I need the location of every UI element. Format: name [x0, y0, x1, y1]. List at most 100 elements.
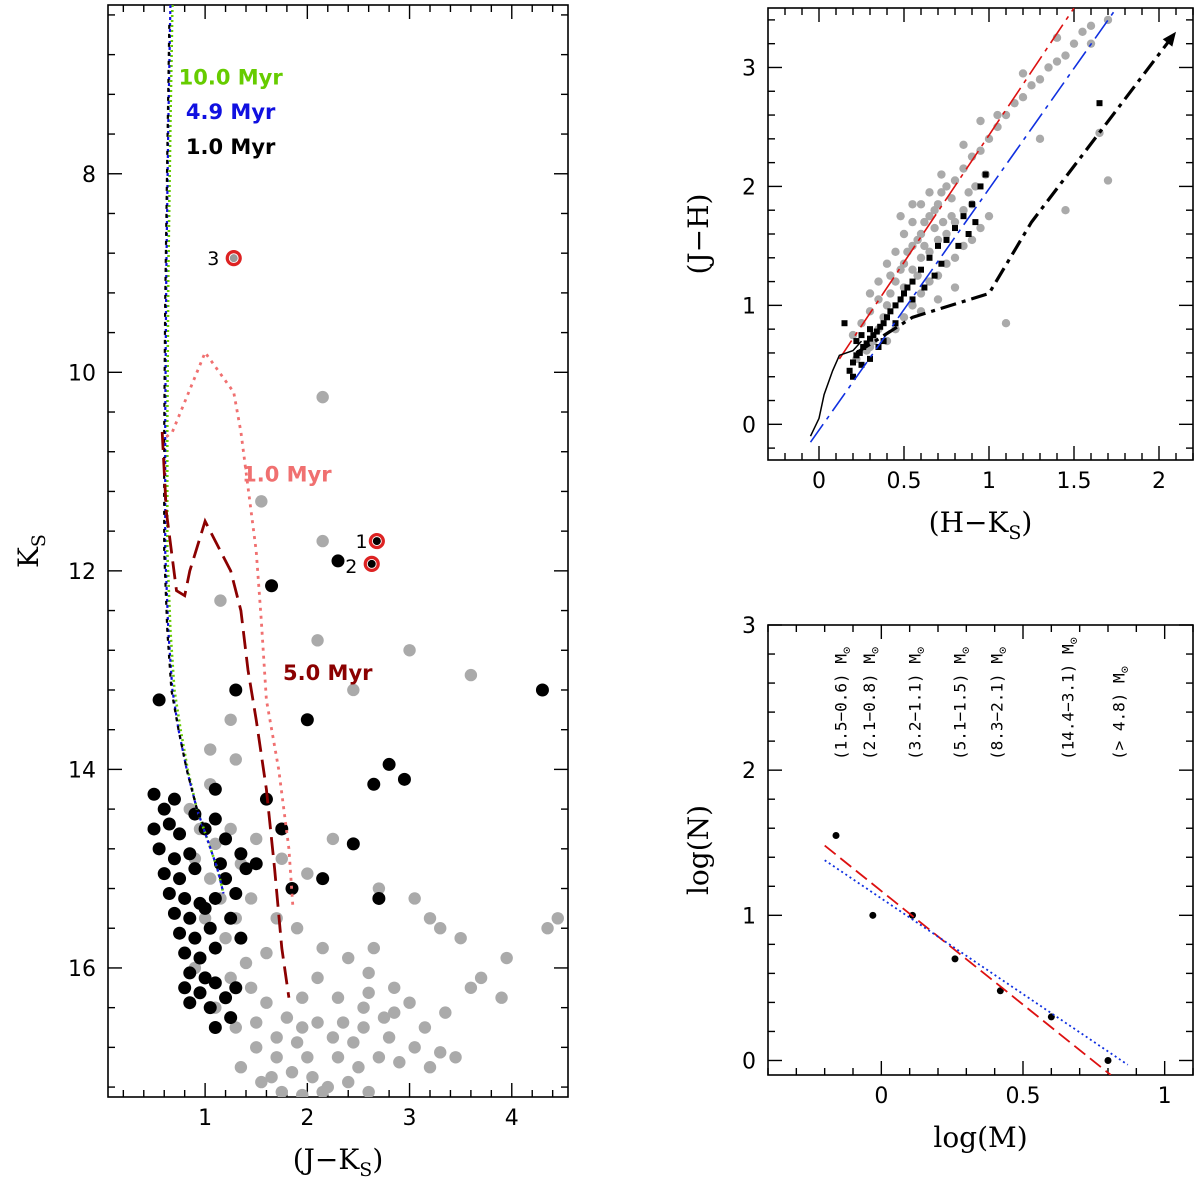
data-point-gray: [311, 1016, 324, 1029]
data-point-square: [972, 219, 979, 226]
data-point-gray: [1035, 75, 1045, 84]
data-point-black: [249, 857, 263, 871]
data-point-gray: [899, 313, 909, 322]
x-axis-label-sub: S: [359, 1159, 372, 1181]
data-point-gray: [204, 743, 217, 756]
data-point-gray: [551, 912, 564, 925]
data-point-gray: [882, 301, 892, 310]
x-tick-label: 3: [403, 1106, 417, 1131]
solar-symbol: ⊙: [959, 647, 973, 654]
data-point-black: [535, 683, 549, 697]
data-point-black: [219, 832, 233, 846]
y-tick-label: 8: [82, 163, 96, 188]
data-point-gray: [408, 1041, 421, 1054]
data-point-gray: [899, 259, 909, 268]
data-point-gray: [224, 713, 237, 726]
data-point-gray: [342, 951, 355, 965]
solar-symbol: ⊙: [868, 647, 882, 654]
data-point-black: [157, 867, 171, 881]
data-point-gray: [916, 229, 926, 239]
data-point-gray: [301, 867, 314, 880]
data-point-gray: [296, 991, 309, 1004]
data-point-gray: [352, 1061, 365, 1074]
data-point-gray: [1001, 110, 1011, 120]
data-point-gray: [933, 235, 943, 245]
data-point-black: [208, 976, 222, 990]
data-point-gray: [372, 1051, 386, 1064]
isochrone-label: 10.0 Myr: [179, 65, 284, 89]
data-point-gray: [865, 289, 875, 298]
data-point-gray: [857, 319, 866, 328]
data-point-gray: [933, 295, 943, 304]
data-point-square: [867, 335, 873, 342]
data-point-mass-bin: [869, 911, 877, 919]
plot-area: [809, 8, 1178, 443]
x-tick-label: 1: [198, 1106, 212, 1131]
data-point-gray: [993, 110, 1002, 120]
data-point-gray: [950, 253, 960, 262]
data-point-black: [183, 847, 197, 861]
data-point-gray: [434, 1046, 447, 1059]
x-tick-label: 0.5: [887, 469, 922, 494]
data-point-gray: [916, 253, 926, 262]
data-point-black: [183, 996, 197, 1010]
data-point-black: [173, 872, 187, 886]
data-point-black: [224, 1011, 238, 1025]
data-point-gray: [930, 223, 939, 233]
isochrone-label: 4.9 Myr: [186, 100, 276, 124]
data-point-gray: [976, 116, 985, 126]
data-point-gray: [296, 1088, 309, 1097]
data-point-black: [208, 941, 222, 955]
marked-star-core: [229, 254, 238, 263]
data-point-gray: [347, 683, 360, 697]
data-point-black: [188, 862, 202, 876]
data-point-black: [219, 991, 233, 1005]
data-point-black: [152, 693, 166, 707]
data-point-square: [960, 213, 967, 220]
data-point-gray: [976, 146, 985, 155]
data-point-black: [193, 896, 207, 910]
data-point-gray: [1027, 81, 1036, 90]
reddening-arrowhead: [1162, 31, 1176, 47]
data-point-black: [239, 862, 253, 876]
data-point-square: [856, 349, 863, 356]
y-tick-label: 0: [742, 1049, 756, 1074]
data-point-gray: [250, 1016, 263, 1029]
data-point-black: [234, 847, 248, 861]
x-tick-label: 1: [1158, 1084, 1172, 1109]
data-point-gray: [1078, 27, 1087, 36]
data-point-square: [880, 338, 887, 345]
data-point-gray: [275, 1085, 288, 1097]
data-point-gray: [1044, 63, 1053, 72]
mass-bin-label: (8.3−2.1) M⊙: [988, 647, 1010, 760]
data-point-gray: [265, 1070, 278, 1084]
data-point-gray: [1018, 69, 1028, 78]
data-point-gray: [362, 986, 375, 999]
reddening-blue-line: [809, 8, 1118, 443]
x-tick-label: 2: [1152, 469, 1166, 494]
data-point-gray: [316, 1085, 329, 1097]
isochrone-label: 5.0 Myr: [283, 661, 373, 685]
data-point-gray: [913, 271, 922, 280]
data-point-black: [178, 981, 192, 995]
data-point-gray: [908, 241, 917, 251]
isochrone-label: 1.0 Myr: [242, 463, 332, 487]
ctts-locus-line: [855, 30, 1178, 355]
data-point-gray: [214, 594, 227, 607]
x-tick-label: 1.5: [1057, 469, 1092, 494]
data-point-gray: [260, 946, 273, 960]
data-point-square: [853, 338, 860, 345]
data-point-gray: [959, 140, 968, 149]
data-point-gray: [270, 912, 283, 925]
mass-bin-label: (2.1−0.8) M⊙: [860, 647, 882, 760]
data-point-gray: [1035, 134, 1045, 144]
mass-bin-label: (1.5−0.6) M⊙: [832, 647, 854, 760]
data-point-gray: [916, 289, 926, 298]
data-point-black: [157, 802, 171, 816]
data-point-black: [208, 812, 222, 826]
data-point-black: [229, 886, 243, 900]
data-point-square: [952, 225, 958, 232]
x-tick-label: 1: [982, 469, 996, 494]
data-point-square: [935, 242, 941, 249]
x-tick-label: 0: [812, 469, 826, 494]
